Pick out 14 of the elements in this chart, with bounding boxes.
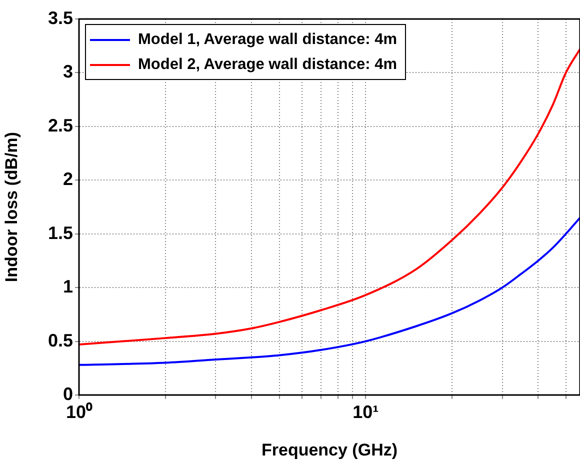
legend-label: Model 2, Average wall distance: 4m [138, 56, 397, 74]
y-tick-label: 0 [62, 384, 73, 404]
y-tick-label: 1 [62, 276, 73, 297]
y-axis-title: Indoor loss (dB/m) [2, 132, 21, 282]
legend-label: Model 1, Average wall distance: 4m [138, 30, 397, 48]
y-tick-label: 2.5 [48, 115, 73, 136]
y-tick-label: 2 [62, 169, 73, 190]
y-tick-label: 3.5 [48, 8, 73, 28]
x-tick-label: 10¹ [352, 402, 379, 422]
y-tick-label: 0.5 [48, 330, 73, 350]
y-tick-label: 3 [62, 62, 73, 82]
y-tick-label: 1.5 [48, 222, 73, 243]
x-axis-title: Frequency (GHz) [261, 440, 398, 460]
x-tick-label: 10⁰ [66, 402, 94, 422]
